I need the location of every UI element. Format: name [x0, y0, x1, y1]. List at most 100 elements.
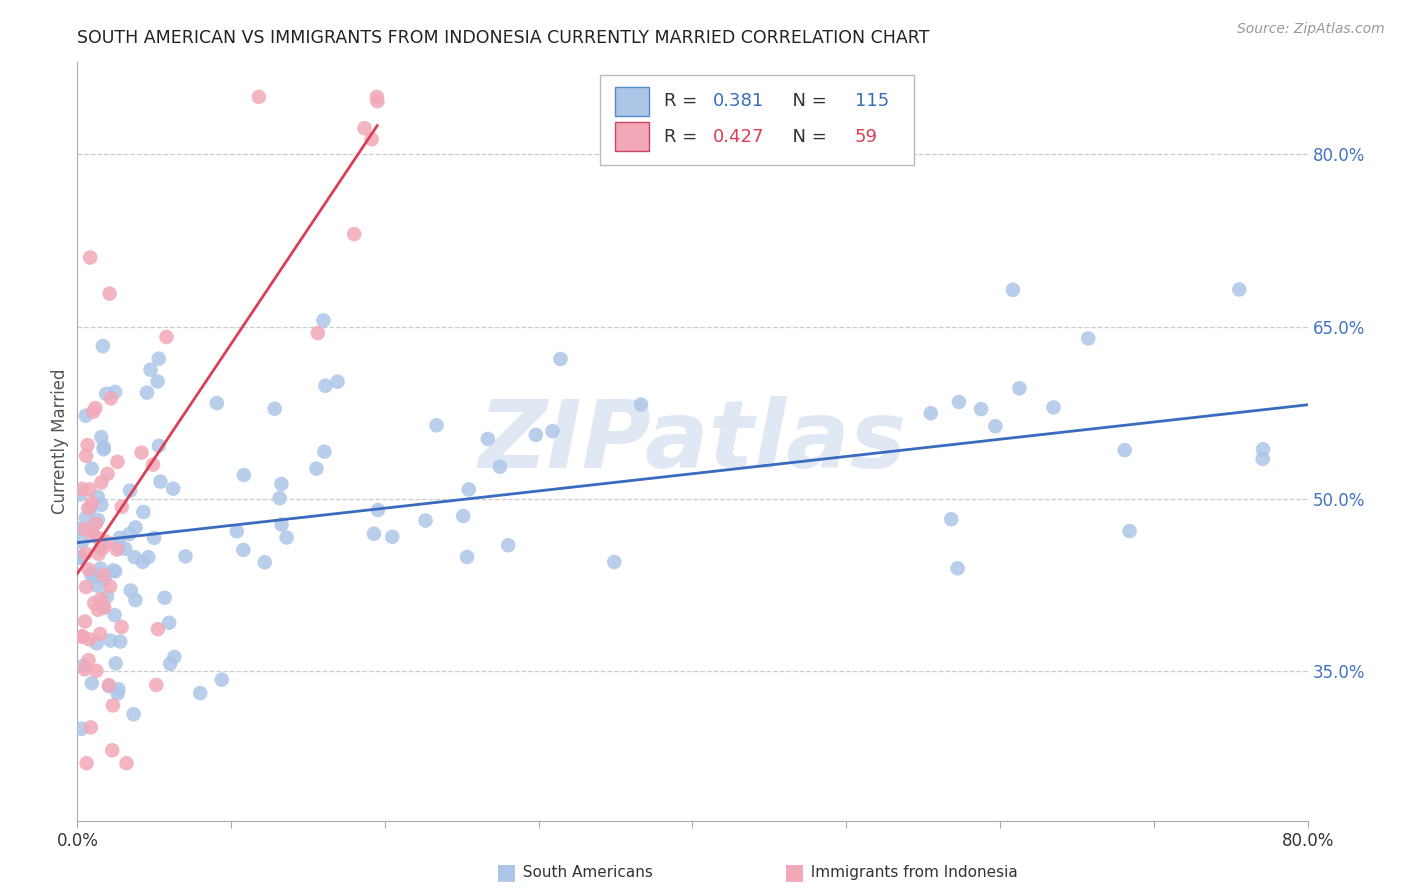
Point: [90, 475, 112, 490]
Point: [1008, 381, 1031, 395]
Point: [142, 458, 165, 472]
Point: [73, 658, 96, 673]
Point: [124, 593, 146, 607]
Point: [84, 516, 107, 531]
Point: [86, 579, 108, 593]
Point: [326, 375, 349, 389]
Point: [73, 615, 96, 629]
Point: [381, 530, 404, 544]
Point: [94, 534, 117, 549]
FancyBboxPatch shape: [614, 87, 650, 116]
Point: [75, 580, 97, 594]
Point: [73, 662, 96, 676]
Point: [82, 405, 104, 419]
Point: [307, 326, 329, 340]
Point: [984, 419, 1007, 434]
Point: [101, 743, 124, 757]
Point: [98, 579, 121, 593]
Point: [120, 583, 142, 598]
Point: [456, 549, 478, 564]
Point: [305, 461, 328, 475]
Point: [107, 455, 129, 469]
Point: [477, 432, 499, 446]
Point: [91, 339, 114, 353]
Point: [107, 682, 129, 697]
Point: [524, 428, 547, 442]
Point: [90, 592, 112, 607]
Point: [104, 608, 127, 623]
Point: [153, 591, 176, 605]
Point: [107, 686, 129, 700]
Point: [103, 563, 125, 577]
Text: 0.381: 0.381: [713, 92, 765, 110]
Point: [155, 330, 177, 344]
Point: [363, 526, 385, 541]
Point: [72, 629, 94, 643]
FancyBboxPatch shape: [600, 75, 914, 165]
Point: [96, 590, 118, 604]
Point: [86, 568, 108, 582]
Point: [75, 449, 97, 463]
Point: [69, 487, 91, 501]
Point: [75, 547, 97, 561]
Text: South Americans: South Americans: [513, 865, 652, 880]
Point: [941, 512, 963, 526]
Point: [80, 567, 103, 582]
Point: [1251, 451, 1274, 466]
Point: [89, 541, 111, 556]
Point: [80, 496, 103, 510]
Point: [84, 401, 107, 415]
Point: [114, 541, 136, 556]
Point: [496, 538, 519, 552]
Point: [270, 477, 292, 491]
Point: [87, 547, 110, 561]
Point: [69, 550, 91, 565]
Text: ZIPatlas: ZIPatlas: [478, 395, 907, 488]
Point: [104, 657, 127, 671]
Point: [366, 95, 388, 109]
Point: [70, 482, 93, 496]
Point: [920, 406, 942, 420]
Point: [457, 483, 479, 497]
Point: [86, 636, 108, 650]
Text: 0.427: 0.427: [713, 128, 765, 145]
Point: [136, 385, 159, 400]
Point: [115, 756, 138, 771]
Point: [89, 627, 111, 641]
Point: [205, 396, 228, 410]
Text: Immigrants from Indonesia: Immigrants from Indonesia: [801, 865, 1018, 880]
Point: [157, 615, 180, 630]
Point: [146, 622, 169, 636]
Point: [93, 440, 115, 454]
Point: [100, 633, 122, 648]
Point: [247, 90, 270, 104]
Point: [314, 379, 336, 393]
Point: [1077, 331, 1099, 345]
Point: [149, 475, 172, 489]
Point: [98, 286, 121, 301]
Point: [76, 756, 98, 771]
Point: [110, 620, 132, 634]
Point: [87, 531, 110, 545]
Point: [1042, 401, 1064, 415]
Text: Source: ZipAtlas.com: Source: ZipAtlas.com: [1237, 22, 1385, 37]
Point: [87, 513, 110, 527]
Point: [148, 351, 170, 366]
Point: [124, 550, 146, 565]
Point: [148, 439, 170, 453]
Point: [89, 561, 111, 575]
Point: [138, 550, 160, 565]
Point: [110, 634, 132, 648]
Point: [83, 596, 105, 610]
Point: [98, 679, 121, 693]
Point: [69, 522, 91, 536]
Point: [75, 409, 97, 423]
Point: [253, 555, 276, 569]
Point: [94, 573, 117, 587]
Point: [118, 527, 141, 541]
Text: N =: N =: [782, 128, 832, 145]
Point: [105, 542, 128, 557]
Point: [80, 461, 103, 475]
Point: [131, 555, 153, 569]
Point: [163, 650, 186, 665]
